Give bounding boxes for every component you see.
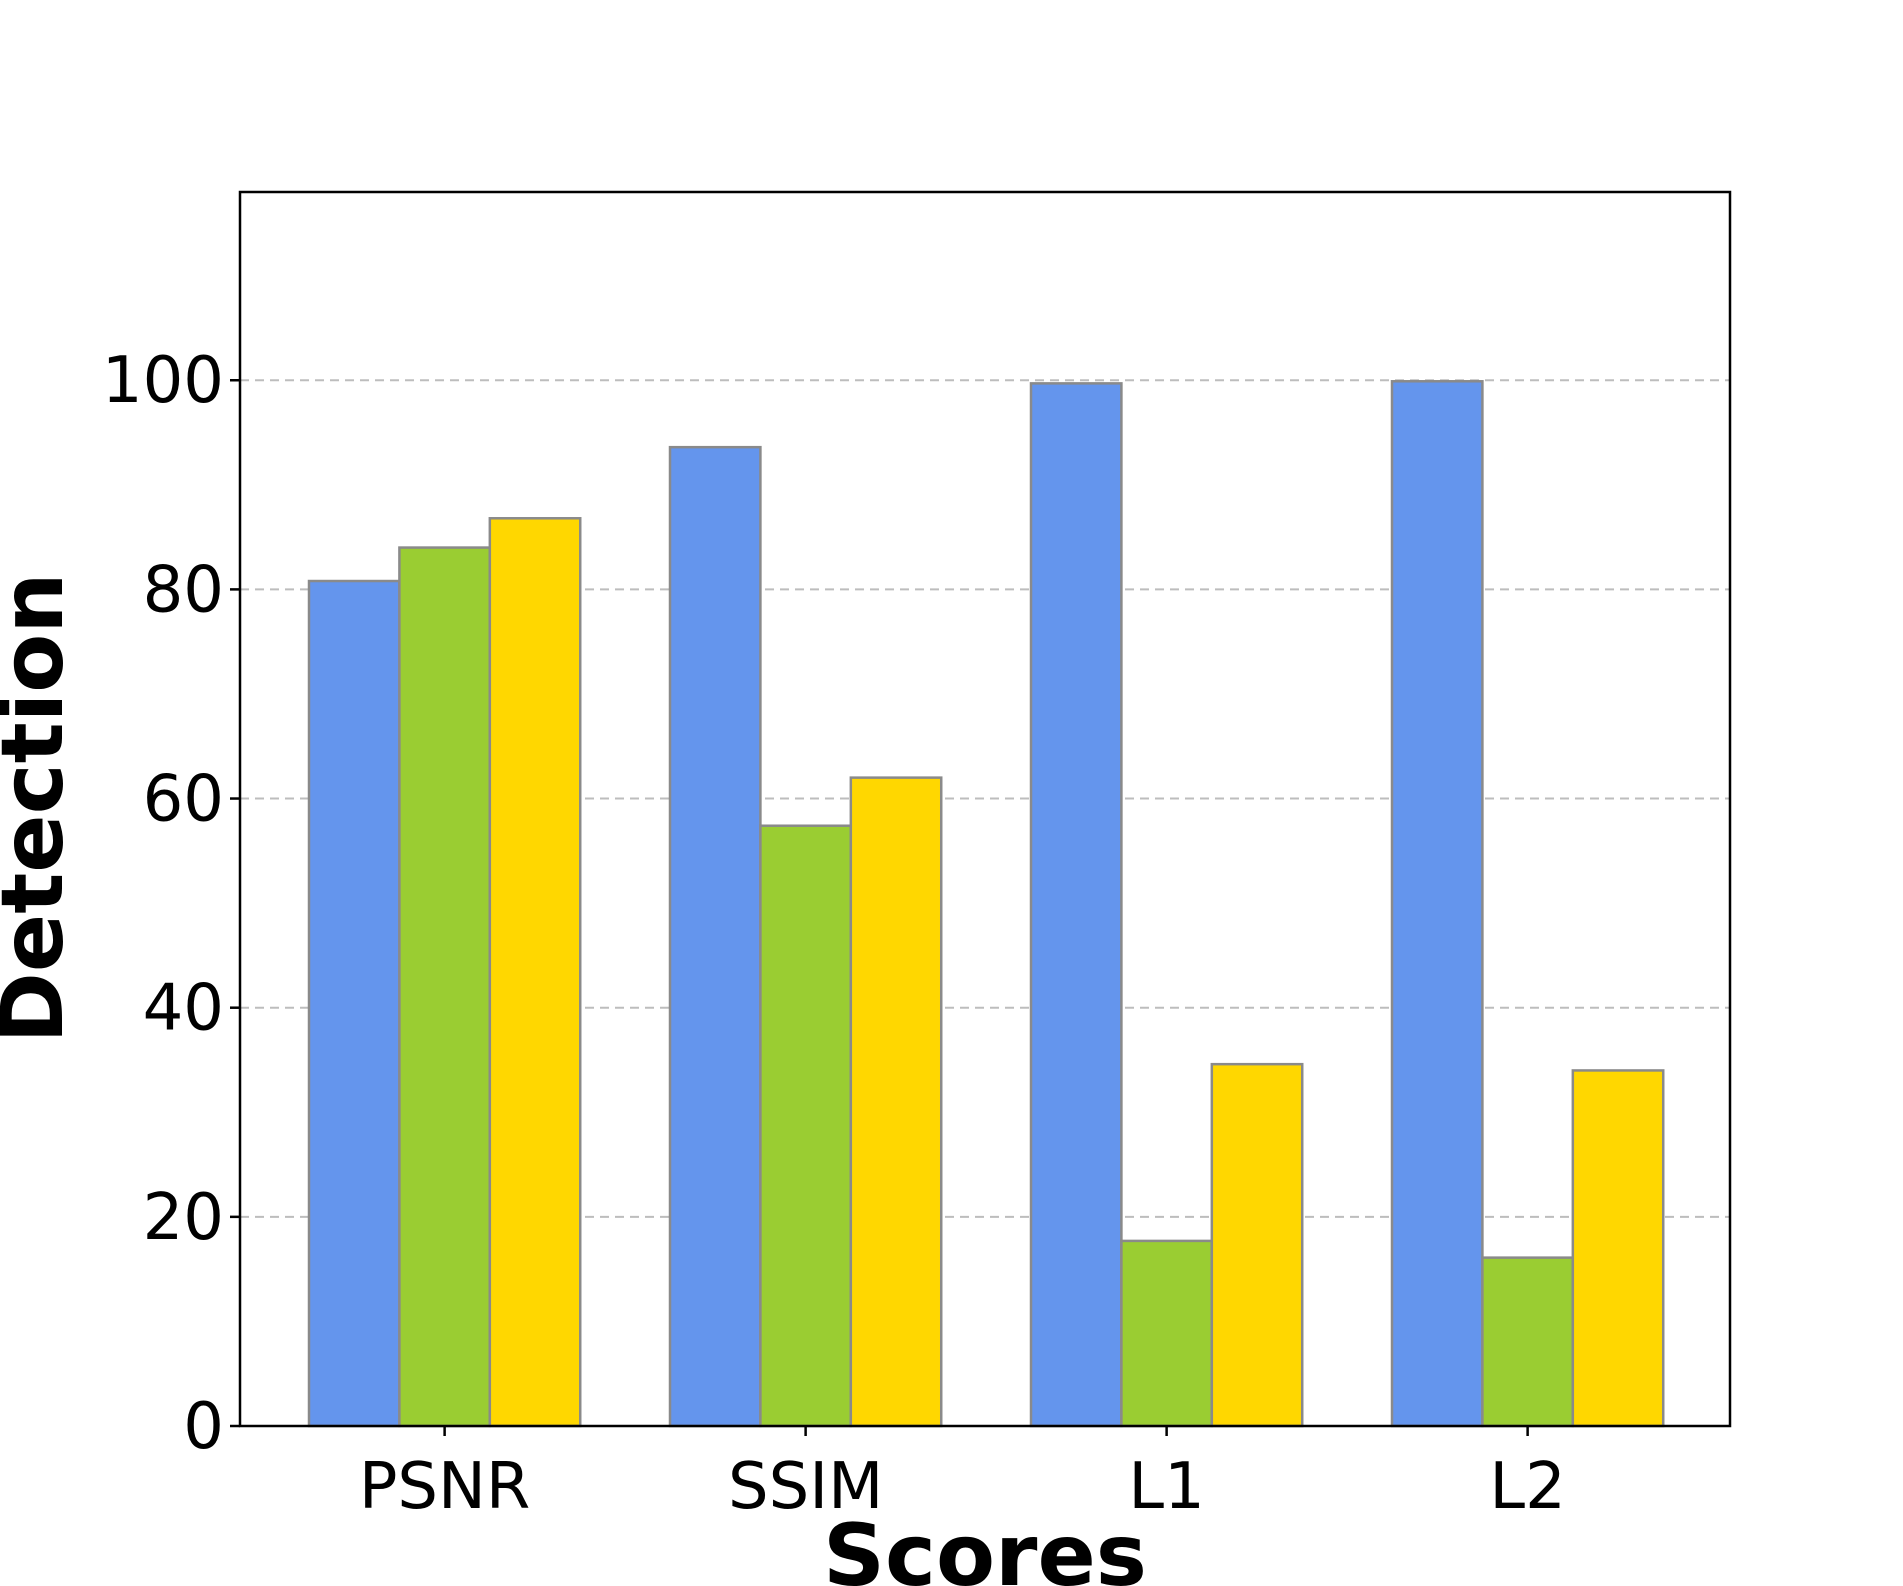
y-tick-label: 100 <box>102 344 224 418</box>
bar-l2-series-3 <box>1571 1069 1665 1428</box>
bar-ssim-series-2 <box>759 824 853 1428</box>
bar-l1-series-1 <box>1029 382 1123 1428</box>
bar-ssim-series-3 <box>849 776 943 1428</box>
x-axis-title: Scores <box>823 1506 1147 1586</box>
bar-psnr-series-2 <box>398 546 492 1428</box>
bar-ssim-series-1 <box>668 445 762 1428</box>
y-tick-label: 60 <box>143 763 224 837</box>
y-axis-title: Detection <box>0 572 83 1043</box>
bar-l1-series-3 <box>1210 1062 1304 1428</box>
plot-frame <box>238 190 1732 1428</box>
y-tick-label: 80 <box>143 553 224 627</box>
y-axis-ticks: 0 20 40 60 80 100 <box>102 344 240 1464</box>
y-tick-label: 40 <box>143 972 224 1046</box>
bars <box>307 380 1665 1428</box>
bar-l2-series-1 <box>1390 380 1484 1428</box>
y-tick-label: 20 <box>143 1181 224 1255</box>
bar-l2-series-2 <box>1481 1256 1575 1428</box>
y-tick-label: 0 <box>183 1390 224 1464</box>
x-tick-label-ssim: SSIM <box>728 1450 883 1524</box>
x-tick-label-l1: L1 <box>1128 1450 1204 1524</box>
x-tick-label-l2: L2 <box>1489 1450 1565 1524</box>
x-axis-ticks: PSNR SSIM L1 L2 <box>359 1426 1566 1524</box>
bar-l1-series-2 <box>1120 1239 1214 1428</box>
x-tick-label-psnr: PSNR <box>359 1450 531 1524</box>
bar-psnr-series-1 <box>307 579 401 1428</box>
bar-psnr-series-3 <box>488 517 582 1428</box>
